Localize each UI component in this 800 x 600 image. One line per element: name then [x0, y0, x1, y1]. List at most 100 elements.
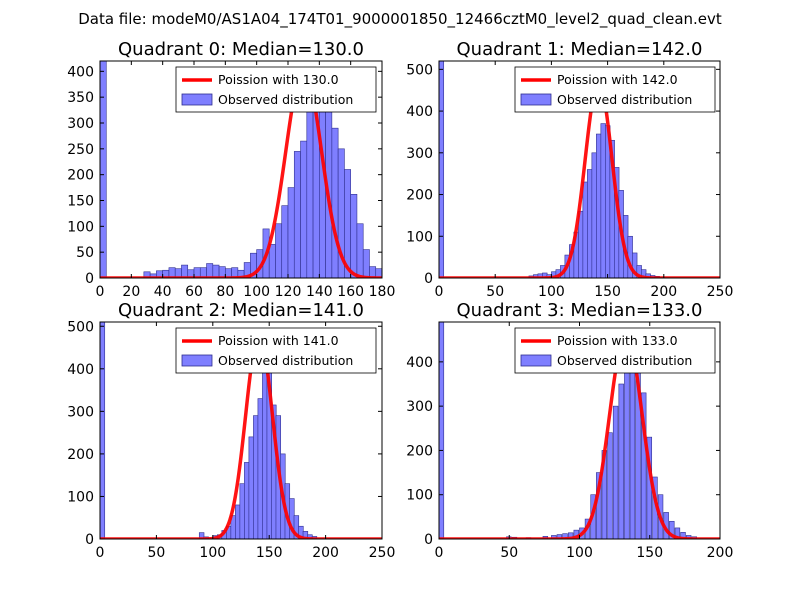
- histogram-bar: [212, 264, 220, 278]
- x-tick-label: 150: [256, 545, 283, 561]
- x-tick-label: 250: [369, 545, 396, 561]
- quadrant-1-title: Quadrant 1: Median=142.0: [457, 39, 703, 60]
- y-tick-label: 100: [406, 488, 433, 504]
- y-tick-label: 100: [67, 489, 94, 505]
- y-tick-label: 500: [406, 62, 433, 78]
- y-tick-label: 200: [67, 447, 94, 463]
- y-tick-label: 250: [67, 142, 94, 158]
- histogram-bar: [600, 123, 606, 278]
- legend-patch-swatch: [181, 354, 213, 367]
- legend-patch-swatch: [520, 354, 552, 367]
- histogram-bar: [439, 322, 445, 539]
- histogram-bar: [206, 263, 214, 278]
- histogram-bar: [275, 223, 283, 278]
- axes-frame: [99, 60, 383, 279]
- poisson-fit-line: [439, 80, 720, 278]
- histogram-bar: [268, 244, 276, 278]
- histogram-bar: [375, 268, 382, 278]
- histogram-bar: [607, 432, 613, 539]
- histogram-bar: [624, 365, 630, 539]
- y-tick-label: 400: [406, 355, 433, 371]
- y-tick-label: 0: [85, 271, 94, 287]
- panels: Quadrant 0: Median=130.00 20 40 60 80 100 120 1…: [67, 39, 733, 561]
- x-tick-label: 50: [486, 284, 504, 300]
- x-tick-label: 140: [306, 284, 333, 300]
- quadrant-0-legend: Poission with 130.0 Observed distribution: [175, 66, 377, 113]
- x-tick-label: 200: [707, 545, 734, 561]
- y-tick-label: 200: [406, 443, 433, 459]
- quadrant-2-title: Quadrant 2: Median=141.0: [118, 300, 364, 321]
- x-tick-label: 100: [243, 284, 270, 300]
- y-tick-label: 0: [85, 532, 94, 548]
- x-tick-label: 20: [122, 284, 140, 300]
- y-tick-label: 50: [76, 245, 94, 261]
- quadrant-0-panel: Quadrant 0: Median=130.00 20 40 60 80 100 120 1…: [67, 39, 395, 300]
- legend-label-fit: Poission with 130.0: [218, 72, 339, 87]
- quadrant-0-title: Quadrant 0: Median=130.0: [118, 39, 364, 60]
- y-tick-label: 300: [67, 116, 94, 132]
- legend-label-observed: Observed distribution: [218, 353, 353, 368]
- histogram-bar: [612, 405, 619, 539]
- x-tick-label: 80: [216, 284, 234, 300]
- quadrant-1-legend: Poission with 142.0 Observed distribution: [514, 66, 716, 113]
- histogram-bar: [562, 533, 568, 539]
- y-tick-label: 0: [424, 271, 433, 287]
- y-tick-label: 200: [67, 168, 94, 184]
- y-tick-label: 300: [406, 399, 433, 415]
- histogram-bar: [253, 415, 259, 539]
- y-tick-label: 400: [67, 64, 94, 80]
- x-tick-label: 0: [96, 284, 105, 300]
- quadrant-3-legend: Poission with 133.0 Observed distribution: [514, 327, 716, 374]
- quadrant-3-title: Quadrant 3: Median=133.0: [457, 300, 703, 321]
- x-tick-label: 160: [337, 284, 364, 300]
- x-tick-label: 60: [185, 284, 203, 300]
- x-tick-label: 200: [312, 545, 339, 561]
- legend-label-fit: Poission with 141.0: [218, 333, 339, 348]
- quadrant-1-panel: Quadrant 1: Median=142.0 0 50 100 150 200 250 0…: [406, 39, 733, 300]
- histogram-bar: [674, 527, 681, 539]
- legend-label-fit: Poission with 142.0: [557, 72, 678, 87]
- histogram-bar: [618, 383, 624, 539]
- x-tick-label: 250: [707, 284, 734, 300]
- quadrant-2-legend: Poission with 141.0 Observed distribution: [175, 327, 377, 374]
- histogram-bar: [235, 504, 241, 539]
- histogram-bar: [100, 322, 106, 539]
- quadrant-2-panel: Quadrant 2: Median=141.0 0 50 100 150 200 250 0…: [67, 300, 395, 561]
- x-tick-label: 50: [147, 545, 165, 561]
- histogram-bar: [596, 133, 602, 278]
- x-tick-label: 0: [435, 545, 444, 561]
- legend-label-observed: Observed distribution: [557, 353, 692, 368]
- histogram-bar: [100, 61, 107, 278]
- histogram-bar: [641, 392, 647, 539]
- histogram-bar: [293, 151, 301, 278]
- x-tick-label: 0: [435, 284, 444, 300]
- y-tick-label: 400: [406, 104, 433, 120]
- histogram-bar: [257, 398, 263, 539]
- y-tick-label: 200: [406, 188, 433, 204]
- histogram-bar: [439, 61, 445, 278]
- x-tick-label: 50: [500, 545, 518, 561]
- legend-label-observed: Observed distribution: [218, 92, 353, 107]
- histogram-bar: [198, 532, 205, 539]
- histogram-bar: [356, 223, 364, 278]
- y-tick-label: 0: [424, 532, 433, 548]
- histogram-bar: [551, 535, 557, 539]
- legend-patch-swatch: [181, 93, 213, 106]
- histogram-bar: [350, 194, 358, 278]
- axes-frame: [438, 60, 721, 279]
- x-tick-label: 100: [199, 545, 226, 561]
- y-tick-label: 400: [67, 362, 94, 378]
- legend-patch-swatch: [520, 93, 552, 106]
- histogram-bar: [591, 152, 597, 278]
- histogram-bar: [300, 140, 308, 278]
- histogram-bar: [239, 483, 245, 539]
- x-tick-label: 150: [636, 545, 663, 561]
- x-tick-label: 150: [594, 284, 621, 300]
- x-tick-label: 0: [96, 545, 105, 561]
- y-tick-label: 100: [406, 229, 433, 245]
- figure-suptitle: Data file: modeM0/AS1A04_174T01_90000018…: [78, 10, 722, 29]
- histogram-bar: [181, 264, 189, 278]
- legend-label-observed: Observed distribution: [557, 92, 692, 107]
- x-tick-label: 40: [154, 284, 172, 300]
